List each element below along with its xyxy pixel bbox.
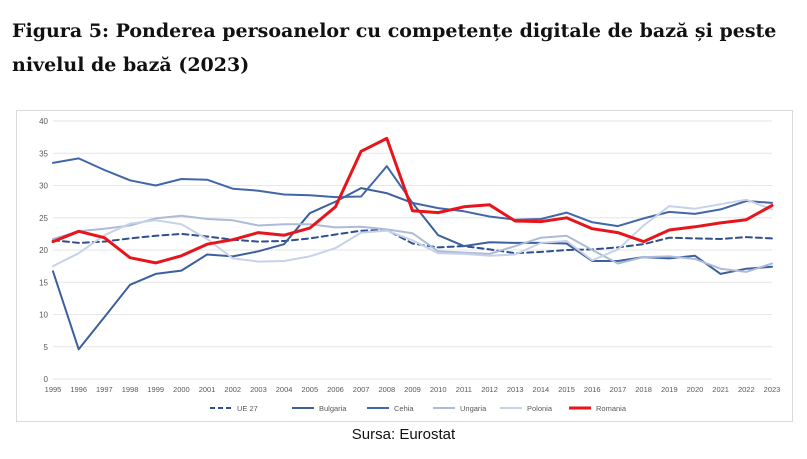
x-tick-label: 2003 — [250, 385, 267, 394]
x-tick-label: 2015 — [558, 385, 575, 394]
y-axis: 0 5 10 15 20 25 30 35 40 — [39, 117, 48, 384]
legend-label: Bulgaria — [319, 404, 347, 413]
x-tick-label: 2008 — [378, 385, 395, 394]
x-tick-label: 2006 — [327, 385, 344, 394]
series-line-ue-27 — [52, 229, 773, 255]
series-lines — [51, 136, 774, 351]
legend-label: Polonia — [527, 404, 553, 413]
series-line-romania — [51, 136, 774, 265]
x-tick-label: 2014 — [533, 385, 550, 394]
x-tick-label: 1997 — [96, 385, 113, 394]
x-tick-label: 2013 — [507, 385, 524, 394]
x-tick-label: 2004 — [276, 385, 293, 394]
legend-label: Ungaria — [460, 404, 487, 413]
legend-label: UE 27 — [237, 404, 258, 413]
figure-title: Figura 5: Ponderea persoanelor cu compet… — [12, 20, 777, 76]
y-tick-label: 5 — [44, 343, 49, 352]
y-tick-label: 40 — [39, 117, 48, 126]
x-tick-label: 2000 — [173, 385, 190, 394]
y-tick-label: 20 — [39, 246, 48, 255]
series-line-cehia — [52, 157, 773, 228]
x-tick-label: 2019 — [661, 385, 678, 394]
source-note: Sursa: Eurostat — [351, 426, 456, 443]
series-line-polonia — [52, 198, 773, 268]
x-tick-label: 1998 — [122, 385, 139, 394]
x-tick-label: 1995 — [45, 385, 62, 394]
y-tick-label: 35 — [39, 149, 48, 158]
x-tick-label: 2005 — [301, 385, 318, 394]
legend-label: Cehia — [394, 404, 414, 413]
y-tick-label: 30 — [39, 182, 48, 191]
x-tick-label: 1999 — [147, 385, 164, 394]
x-tick-label: 2020 — [687, 385, 704, 394]
y-tick-label: 0 — [44, 375, 49, 384]
x-tick-label: 2021 — [712, 385, 729, 394]
x-tick-label: 2017 — [610, 385, 627, 394]
chart-frame: 0 5 10 15 20 25 30 35 40 1995 1996 1997 1998 1999 200… — [16, 110, 793, 422]
gridlines — [53, 120, 772, 380]
x-tick-label: 2023 — [764, 385, 781, 394]
legend-label: Romania — [596, 404, 627, 413]
x-tick-label: 2010 — [430, 385, 447, 394]
x-tick-label: 2001 — [199, 385, 216, 394]
x-tick-label: 1996 — [70, 385, 87, 394]
x-tick-label: 2012 — [481, 385, 498, 394]
y-tick-label: 10 — [39, 311, 48, 320]
x-tick-label: 2018 — [635, 385, 652, 394]
line-chart: 0 5 10 15 20 25 30 35 40 1995 1996 1997 1998 1999 200… — [39, 117, 781, 413]
x-tick-label: 2022 — [738, 385, 755, 394]
x-tick-label: 2011 — [456, 385, 472, 394]
x-tick-label: 2016 — [584, 385, 601, 394]
legend: UE 27 Bulgaria Cehia Ungaria Polonia Romania — [210, 404, 627, 413]
y-tick-label: 25 — [39, 214, 48, 223]
x-tick-label: 2002 — [224, 385, 241, 394]
x-axis: 1995 1996 1997 1998 1999 2000 2001 2002 2003 2004… — [45, 385, 781, 394]
y-tick-label: 15 — [39, 278, 48, 287]
x-tick-label: 2007 — [353, 385, 370, 394]
series-line-ungaria — [52, 214, 773, 273]
x-tick-label: 2009 — [404, 385, 421, 394]
